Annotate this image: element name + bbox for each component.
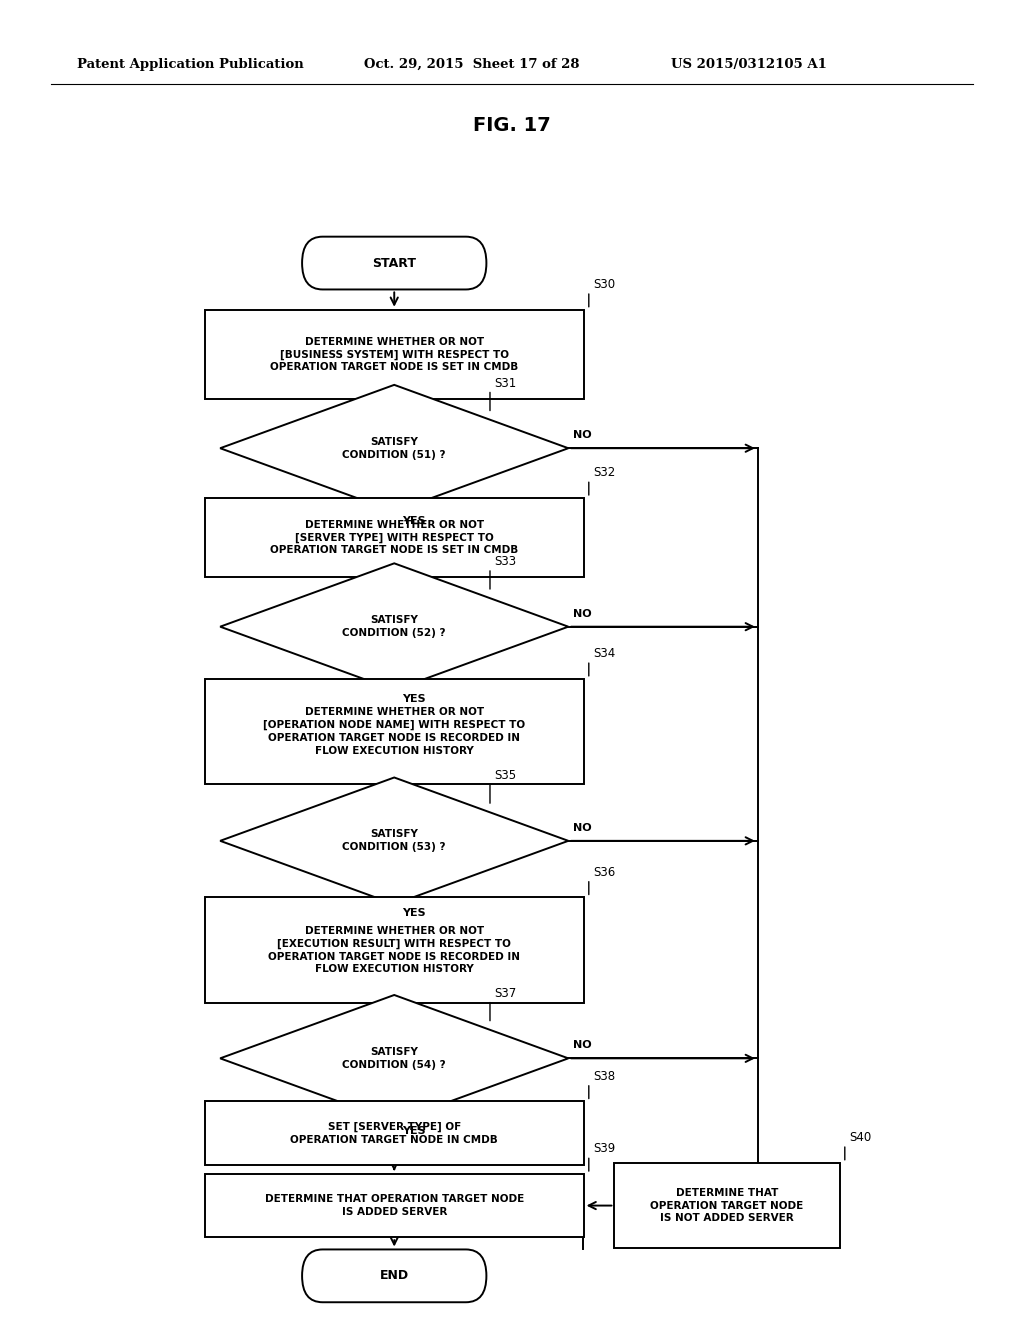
Text: YES: YES (402, 516, 426, 525)
Bar (205, 498, 584, 577)
Text: Oct. 29, 2015  Sheet 17 of 28: Oct. 29, 2015 Sheet 17 of 28 (364, 58, 579, 71)
Text: DETERMINE THAT
OPERATION TARGET NODE
IS NOT ADDED SERVER: DETERMINE THAT OPERATION TARGET NODE IS … (650, 1188, 804, 1224)
Text: SATISFY
CONDITION (51) ?: SATISFY CONDITION (51) ? (342, 437, 446, 459)
Text: SATISFY
CONDITION (52) ?: SATISFY CONDITION (52) ? (342, 615, 446, 638)
Text: DETERMINE WHETHER OR NOT
[BUSINESS SYSTEM] WITH RESPECT TO
OPERATION TARGET NODE: DETERMINE WHETHER OR NOT [BUSINESS SYSTE… (270, 337, 518, 372)
Text: S39: S39 (593, 1142, 615, 1155)
Text: DETERMINE THAT OPERATION TARGET NODE
IS ADDED SERVER: DETERMINE THAT OPERATION TARGET NODE IS … (264, 1195, 524, 1217)
Bar (205, 898, 584, 1003)
Text: Patent Application Publication: Patent Application Publication (77, 58, 303, 71)
FancyBboxPatch shape (302, 1250, 486, 1303)
Polygon shape (220, 995, 568, 1122)
Text: END: END (380, 1270, 409, 1282)
Text: S36: S36 (593, 866, 615, 879)
Text: DETERMINE WHETHER OR NOT
[EXECUTION RESULT] WITH RESPECT TO
OPERATION TARGET NOD: DETERMINE WHETHER OR NOT [EXECUTION RESU… (268, 925, 520, 974)
Text: S33: S33 (495, 556, 516, 568)
Text: NO: NO (573, 822, 592, 833)
Bar (205, 1173, 584, 1237)
Text: S34: S34 (593, 647, 615, 660)
Text: S35: S35 (495, 770, 516, 783)
Text: DETERMINE WHETHER OR NOT
[OPERATION NODE NAME] WITH RESPECT TO
OPERATION TARGET : DETERMINE WHETHER OR NOT [OPERATION NODE… (263, 708, 525, 756)
FancyBboxPatch shape (302, 236, 486, 289)
Polygon shape (220, 564, 568, 690)
Text: S37: S37 (495, 987, 516, 999)
Text: DETERMINE WHETHER OR NOT
[SERVER TYPE] WITH RESPECT TO
OPERATION TARGET NODE IS : DETERMINE WHETHER OR NOT [SERVER TYPE] W… (270, 520, 518, 556)
Text: NO: NO (573, 1040, 592, 1051)
Text: SATISFY
CONDITION (54) ?: SATISFY CONDITION (54) ? (342, 1047, 446, 1069)
Text: S31: S31 (495, 376, 516, 389)
Text: S38: S38 (593, 1071, 615, 1082)
Text: US 2015/0312105 A1: US 2015/0312105 A1 (671, 58, 826, 71)
Bar (205, 310, 584, 400)
Text: YES: YES (402, 1126, 426, 1135)
Text: S40: S40 (849, 1131, 871, 1144)
Polygon shape (220, 385, 568, 512)
Text: FIG. 17: FIG. 17 (473, 116, 551, 135)
Text: SATISFY
CONDITION (53) ?: SATISFY CONDITION (53) ? (342, 829, 446, 853)
Bar (614, 1163, 840, 1249)
Text: S30: S30 (593, 279, 615, 292)
Text: NO: NO (573, 430, 592, 441)
Text: S32: S32 (593, 466, 615, 479)
Bar (205, 1101, 584, 1164)
Text: SET [SERVER TYPE] OF
OPERATION TARGET NODE IN CMDB: SET [SERVER TYPE] OF OPERATION TARGET NO… (291, 1122, 498, 1144)
Polygon shape (220, 777, 568, 904)
Bar (205, 678, 584, 784)
Text: YES: YES (402, 908, 426, 919)
Text: YES: YES (402, 694, 426, 704)
Text: START: START (373, 256, 416, 269)
Text: NO: NO (573, 609, 592, 619)
